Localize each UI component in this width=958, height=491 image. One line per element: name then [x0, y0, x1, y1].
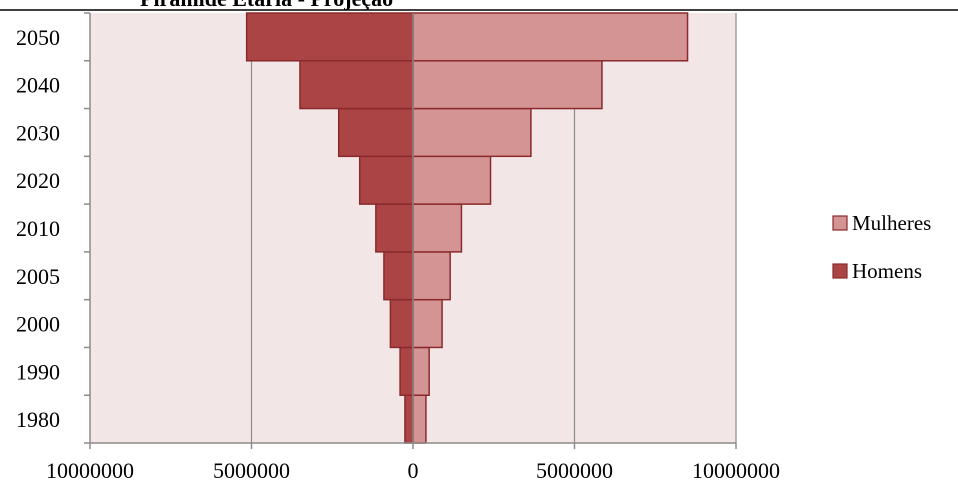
y-tick-label: 2040: [16, 73, 60, 98]
legend-label-mulheres: Mulheres: [852, 211, 931, 235]
y-tick-label: 2020: [16, 168, 60, 193]
axes: 10000000 5000000 0 5000000 10000000 1980 1990 2…: [16, 12, 780, 483]
x-tick-label: 5000000: [536, 458, 613, 483]
bar-mulheres-1990: [412, 346, 430, 396]
legend: Mulheres Homens: [832, 211, 931, 283]
y-tick-label: 2005: [16, 264, 60, 289]
y-tick-label: 2030: [16, 120, 60, 145]
bars: [245, 12, 689, 444]
chart-title: Pirâmide Etária - Projeção: [140, 0, 393, 11]
x-tick-label: 10000000: [46, 458, 134, 483]
bar-homens-2020: [358, 155, 414, 205]
y-tick-label: 1990: [16, 359, 60, 384]
bar-mulheres-1980: [412, 394, 427, 444]
bar-mulheres-2030: [412, 107, 532, 158]
bar-mulheres-2005: [412, 251, 451, 301]
bar-homens-1980: [404, 394, 414, 444]
bar-homens-2030: [337, 107, 414, 158]
bar-mulheres-2040: [412, 60, 603, 110]
bar-homens-2000: [389, 298, 414, 349]
bar-homens-1990: [399, 346, 414, 396]
legend-label-homens: Homens: [852, 259, 922, 283]
x-tick-label: 0: [408, 458, 419, 483]
x-tick-label: 5000000: [213, 458, 290, 483]
x-tick-label: 10000000: [692, 458, 780, 483]
y-tick-label: 2000: [16, 312, 60, 337]
y-tick-label: 2050: [16, 25, 60, 50]
bar-mulheres-2010: [412, 203, 463, 253]
bar-mulheres-2020: [412, 155, 492, 205]
y-tick-label: 1980: [16, 407, 60, 432]
y-tick-label: 2010: [16, 216, 60, 241]
legend-swatch-mulheres: [832, 215, 848, 231]
bar-homens-2005: [383, 251, 414, 301]
bar-homens-2040: [299, 60, 414, 110]
legend-swatch-homens: [832, 263, 848, 279]
bar-mulheres-2000: [412, 298, 443, 349]
bar-homens-2010: [375, 203, 414, 253]
bar-mulheres-2050: [412, 12, 689, 62]
bar-homens-2050: [245, 12, 414, 62]
